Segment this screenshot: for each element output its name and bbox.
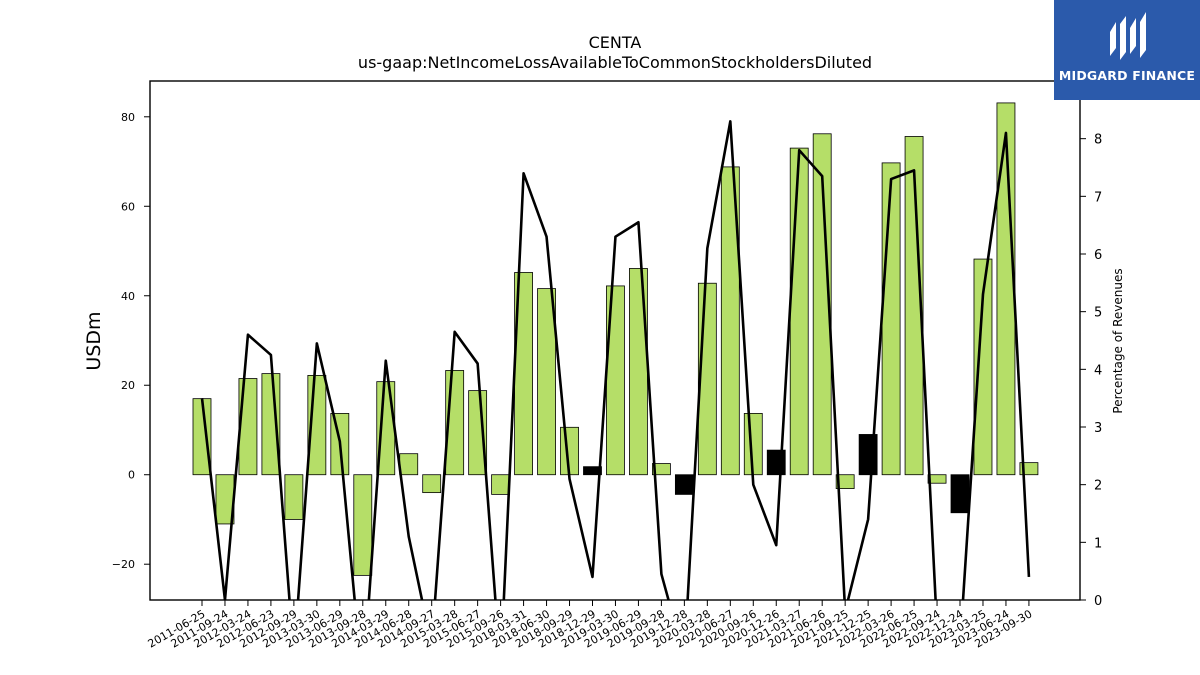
brand-name: MIDGARD FINANCE [1058,68,1196,83]
midgard-logo-icon [1110,12,1146,60]
y-axis-label: USDm [83,311,105,370]
bar-2022-09-24 [927,474,947,484]
y2-tick-label: 6 [1094,248,1102,263]
bar-2014-06-28 [399,453,419,476]
y-tick-label: 20 [121,379,135,392]
y2-axis-label: Percentage of Revenues [1111,268,1125,413]
y2-tick-label: 1 [1094,536,1102,551]
bar-2023-06-24 [996,102,1016,476]
y2-tick-label: 5 [1094,306,1102,321]
y2-tick-label: 2 [1094,479,1102,494]
bar-2018-06-30 [537,288,556,476]
y2-tick-label: 4 [1094,363,1102,378]
bar-2019-09-28 [652,463,671,476]
y-tick-label: 80 [121,111,135,124]
chart-subtitle: us-gaap:NetIncomeLossAvailableToCommonSt… [358,53,872,72]
y2-tick-label: 7 [1094,190,1102,205]
bar-2022-03-26 [881,162,901,476]
bar-2018-12-29 [583,466,602,476]
y-tick-label: 40 [121,290,135,303]
bar-2019-12-28 [674,474,694,495]
y-tick-label: 0 [128,469,135,482]
y-tick-label: −20 [112,558,135,571]
bar-2023-03-25 [973,258,993,476]
y-tick-label: 60 [121,200,135,213]
bar-2021-09-25 [835,474,855,489]
bar-2012-09-29 [284,474,304,520]
y2-tick-label: 3 [1094,421,1102,436]
brand-logo: MIDGARD FINANCE [1054,0,1200,100]
bar-2014-09-27 [422,474,442,494]
bar-2022-06-25 [904,136,924,476]
y2-tick-label: 8 [1094,133,1102,148]
y-axis-right: 0 1 2 3 4 5 6 7 8 [1080,133,1102,609]
line-group [200,120,1031,600]
x-axis: 2011-06-252011-09-242012-03-242012-06-23… [146,600,1034,651]
percentage-line [200,120,1031,600]
bar-2015-09-26 [491,474,511,495]
bars-group [192,102,1039,576]
chart-title: CENTA [589,33,642,52]
bar-2021-03-27 [789,147,809,476]
y2-tick-label: 0 [1094,594,1102,609]
bar-2013-09-28 [353,474,373,576]
bar-2020-06-27 [720,166,740,476]
y-axis-left: −20 0 20 40 60 80 [112,111,150,571]
bar-2021-06-26 [812,133,832,476]
bar-2022-12-24 [950,474,970,514]
